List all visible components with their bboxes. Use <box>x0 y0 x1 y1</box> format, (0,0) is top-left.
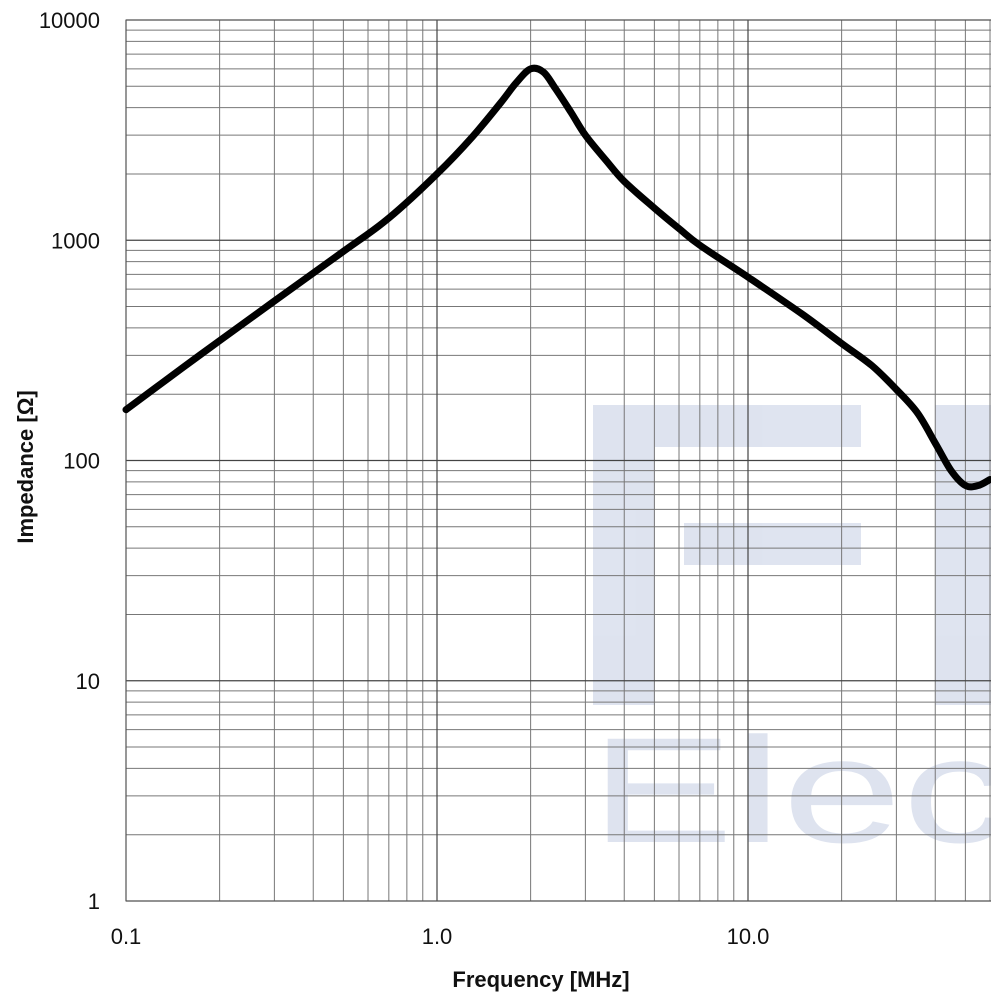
watermark-text: Elec <box>590 706 991 874</box>
x-tick-label: 1.0 <box>422 924 453 949</box>
watermark-logo-bar-middle <box>684 523 861 565</box>
x-tick-label: 0.1 <box>111 924 142 949</box>
y-tick-label: 10 <box>76 669 100 694</box>
y-tick-labels: 1 10 100 1000 10000 <box>39 8 100 914</box>
watermark-logo: Elec <box>590 405 991 874</box>
plot-frame <box>125 19 991 902</box>
x-tick-labels: 0.1 1.0 10.0 <box>111 924 770 949</box>
y-tick-label: 1 <box>88 889 100 914</box>
series-line-impedance <box>122 64 991 491</box>
x-axis-title: Frequency [MHz] <box>452 967 629 992</box>
x-tick-label: 10.0 <box>727 924 770 949</box>
y-tick-label: 10000 <box>39 8 100 33</box>
watermark-logo-bar-right-top <box>935 405 991 447</box>
series-layer <box>122 64 991 491</box>
watermark-logo-bar-top <box>593 405 861 447</box>
watermark-logo-bar-right <box>935 405 991 705</box>
y-axis-title: Impedance [Ω] <box>13 390 38 543</box>
y-tick-label: 100 <box>63 449 100 474</box>
y-tick-label: 1000 <box>51 228 100 253</box>
